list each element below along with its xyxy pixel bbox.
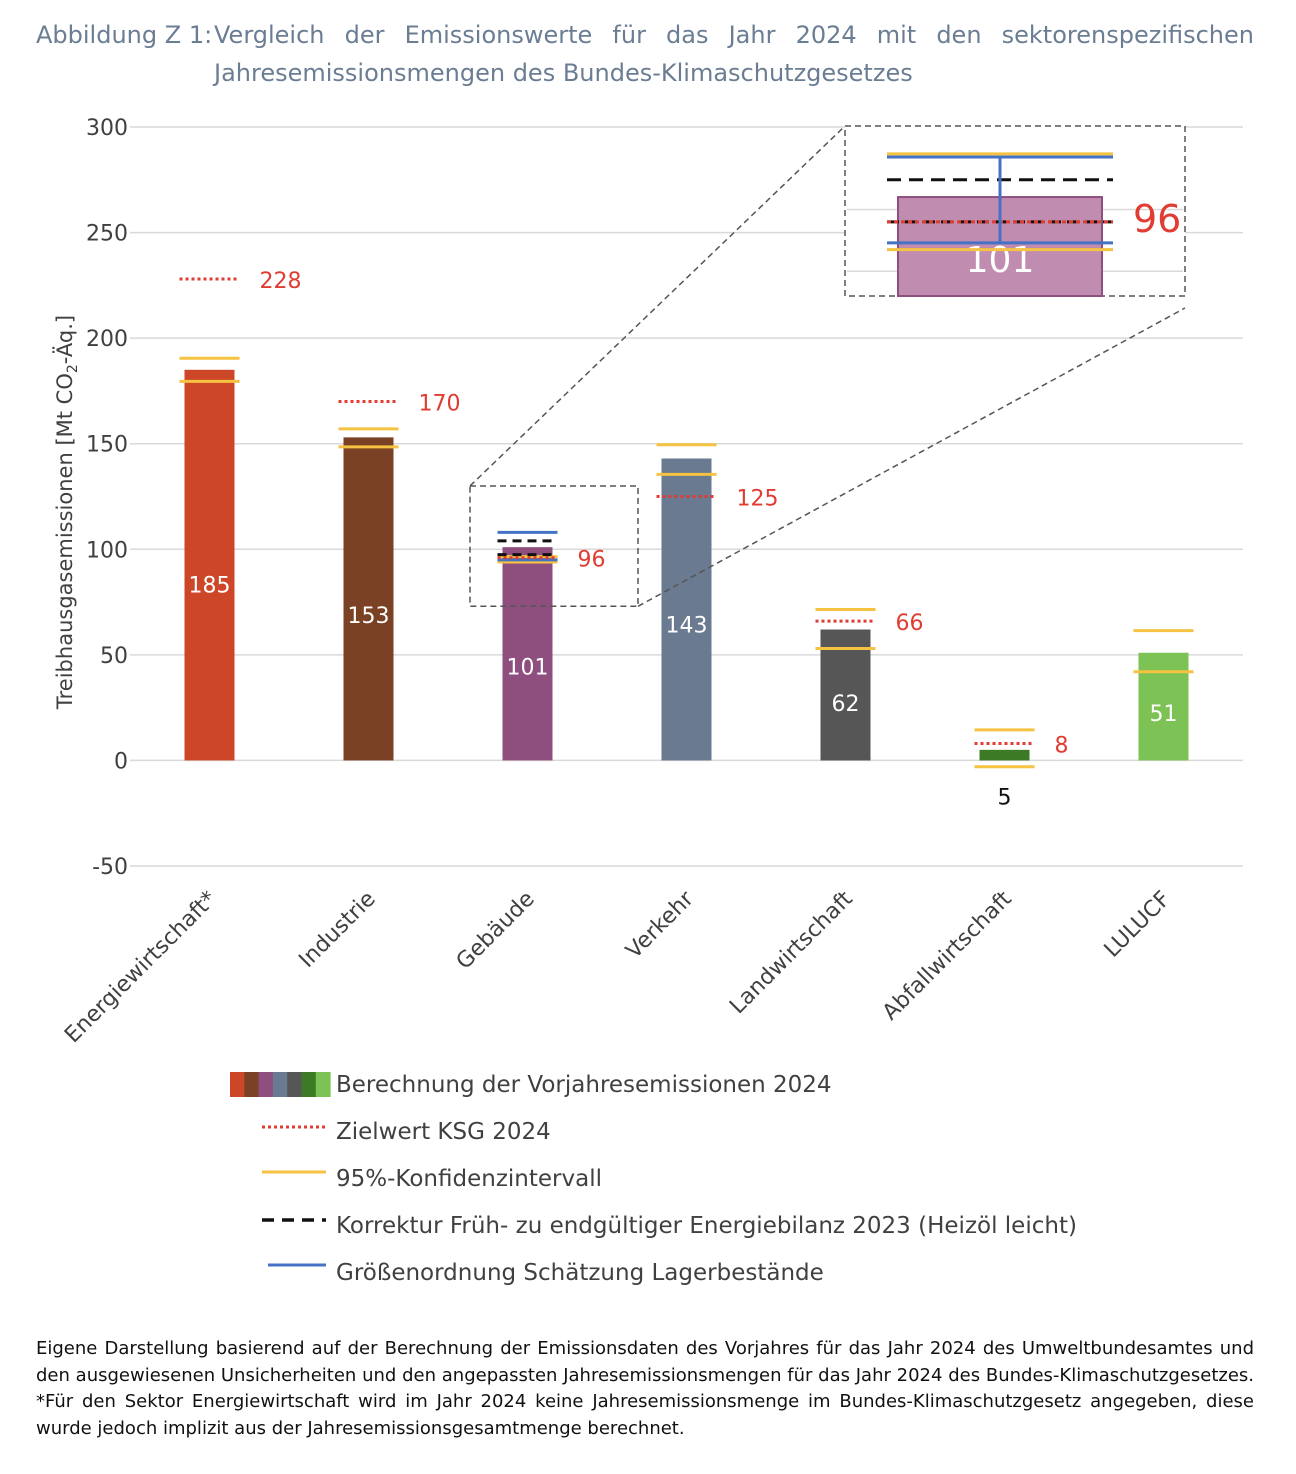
legend-label: Berechnung der Vorjahresemissionen 2024 — [336, 1072, 832, 1098]
legend-swatch — [301, 1072, 317, 1097]
bar-value-label: 101 — [507, 656, 549, 681]
figure-title-text: Vergleich der Emissionswerte für das Jah… — [214, 21, 1254, 87]
emissions-bar-chart: 300 250 200 150 100 50 0 -50 Treibhausgasemissio… — [52, 116, 1243, 1286]
legend-swatch — [315, 1072, 331, 1097]
ksg-target-label: 170 — [419, 391, 461, 416]
bar-value-label: 185 — [189, 574, 231, 599]
y-tick-label: 200 — [86, 327, 128, 352]
figure-number: Abbildung Z 1: — [36, 21, 213, 49]
x-tick-label: Verkehr — [621, 886, 699, 964]
x-tick-label: LULUCF — [1100, 887, 1176, 963]
x-tick-label: Industrie — [294, 887, 380, 973]
inset-ksg-target-label: 96 — [1133, 197, 1181, 241]
y-axis-label: Treibhausgasemissionen [Mt CO2-Äq.] — [52, 315, 81, 710]
y-tick-label: -50 — [92, 855, 128, 880]
ksg-target-label: 66 — [896, 611, 924, 636]
bar-verkehr — [661, 458, 712, 761]
zoom-connector — [469, 125, 846, 487]
bar-abfallwirtschaft — [979, 749, 1030, 761]
legend-swatch — [258, 1072, 274, 1097]
ksg-target-label: 8 — [1055, 734, 1069, 759]
bar-value-label: 51 — [1150, 702, 1178, 727]
zoom-box — [469, 485, 639, 608]
legend-swatch — [230, 1072, 245, 1097]
legend-swatch — [244, 1072, 260, 1097]
ksg-target-label: 96 — [578, 548, 606, 573]
y-tick-label: 300 — [86, 116, 128, 141]
legend-label: Zielwert KSG 2024 — [336, 1119, 551, 1145]
inset-value-label: 101 — [966, 240, 1035, 281]
legend-swatch — [287, 1072, 302, 1097]
ksg-target-label: 125 — [737, 487, 779, 512]
bar-value-label: 143 — [666, 614, 708, 639]
bar-value-label: 153 — [348, 604, 390, 629]
legend-label: Größenordnung Schätzung Lagerbestände — [336, 1260, 824, 1286]
zoom-connector — [637, 307, 1186, 607]
bar-landwirtschaft — [820, 629, 871, 761]
figure-caption: Eigene Darstellung basierend auf der Ber… — [36, 1338, 1254, 1439]
y-tick-label: 50 — [100, 644, 128, 669]
x-tick-label: Abfallwirtschaft — [878, 886, 1017, 1025]
ksg-target-label: 228 — [260, 269, 302, 294]
legend-label: 95%-Konfidenzintervall — [336, 1166, 602, 1192]
x-tick-label: Energiewirtschaft* — [60, 887, 222, 1049]
bar-industrie — [343, 437, 394, 761]
x-tick-label: Gebäude — [452, 887, 540, 975]
bar-gebäude — [502, 547, 553, 761]
legend-swatch — [272, 1072, 288, 1097]
legend-label: Korrektur Früh- zu endgültiger Energiebi… — [336, 1213, 1077, 1239]
y-tick-label: 150 — [86, 433, 128, 458]
y-tick-label: 0 — [114, 749, 128, 774]
bar-value-label: 5 — [998, 785, 1012, 810]
bar-value-label: 62 — [832, 692, 860, 717]
y-tick-label: 250 — [86, 222, 128, 247]
y-tick-label: 100 — [86, 538, 128, 563]
x-tick-label: Landwirtschaft — [725, 886, 858, 1019]
bar-energiewirtschaft — [184, 369, 235, 761]
